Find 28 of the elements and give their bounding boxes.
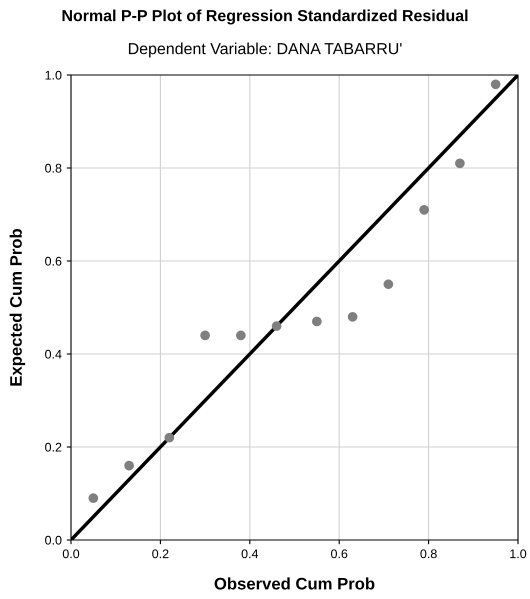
x-tick-label: 0.4 xyxy=(242,549,258,558)
point xyxy=(236,330,246,340)
point xyxy=(200,330,210,340)
x-tick-label: 0.8 xyxy=(420,549,437,558)
y-tick-label: 0.6 xyxy=(45,256,62,266)
point xyxy=(88,493,98,504)
point xyxy=(164,432,174,443)
chart-subtitle: Dependent Variable: DANA TABARRU' xyxy=(128,42,402,58)
y-tick-label: 0.4 xyxy=(45,350,62,359)
point xyxy=(124,460,134,470)
point xyxy=(272,321,282,331)
y-tick-label: 1.0 xyxy=(46,70,62,80)
x-tick-label: 0.6 xyxy=(331,549,348,558)
chart-title: Normal P-P Plot of Regression Standardized Residual xyxy=(62,10,468,24)
point xyxy=(384,279,394,290)
x-tick-label: 0.2 xyxy=(152,549,168,558)
point xyxy=(348,312,358,322)
y-tick-label: 0.2 xyxy=(45,442,62,452)
x-axis-title: Observed Cum Prob xyxy=(214,577,374,590)
y-tick-label: 0.8 xyxy=(45,164,62,173)
point xyxy=(312,316,322,326)
point xyxy=(419,204,429,215)
y-tick-label: 0.0 xyxy=(45,536,62,545)
y-axis-title: Expected Cum Prob xyxy=(10,228,26,386)
x-tick-label: 0.0 xyxy=(62,549,80,558)
point xyxy=(455,158,465,168)
point xyxy=(490,79,501,90)
x-tick-label: 1.0 xyxy=(510,549,526,558)
